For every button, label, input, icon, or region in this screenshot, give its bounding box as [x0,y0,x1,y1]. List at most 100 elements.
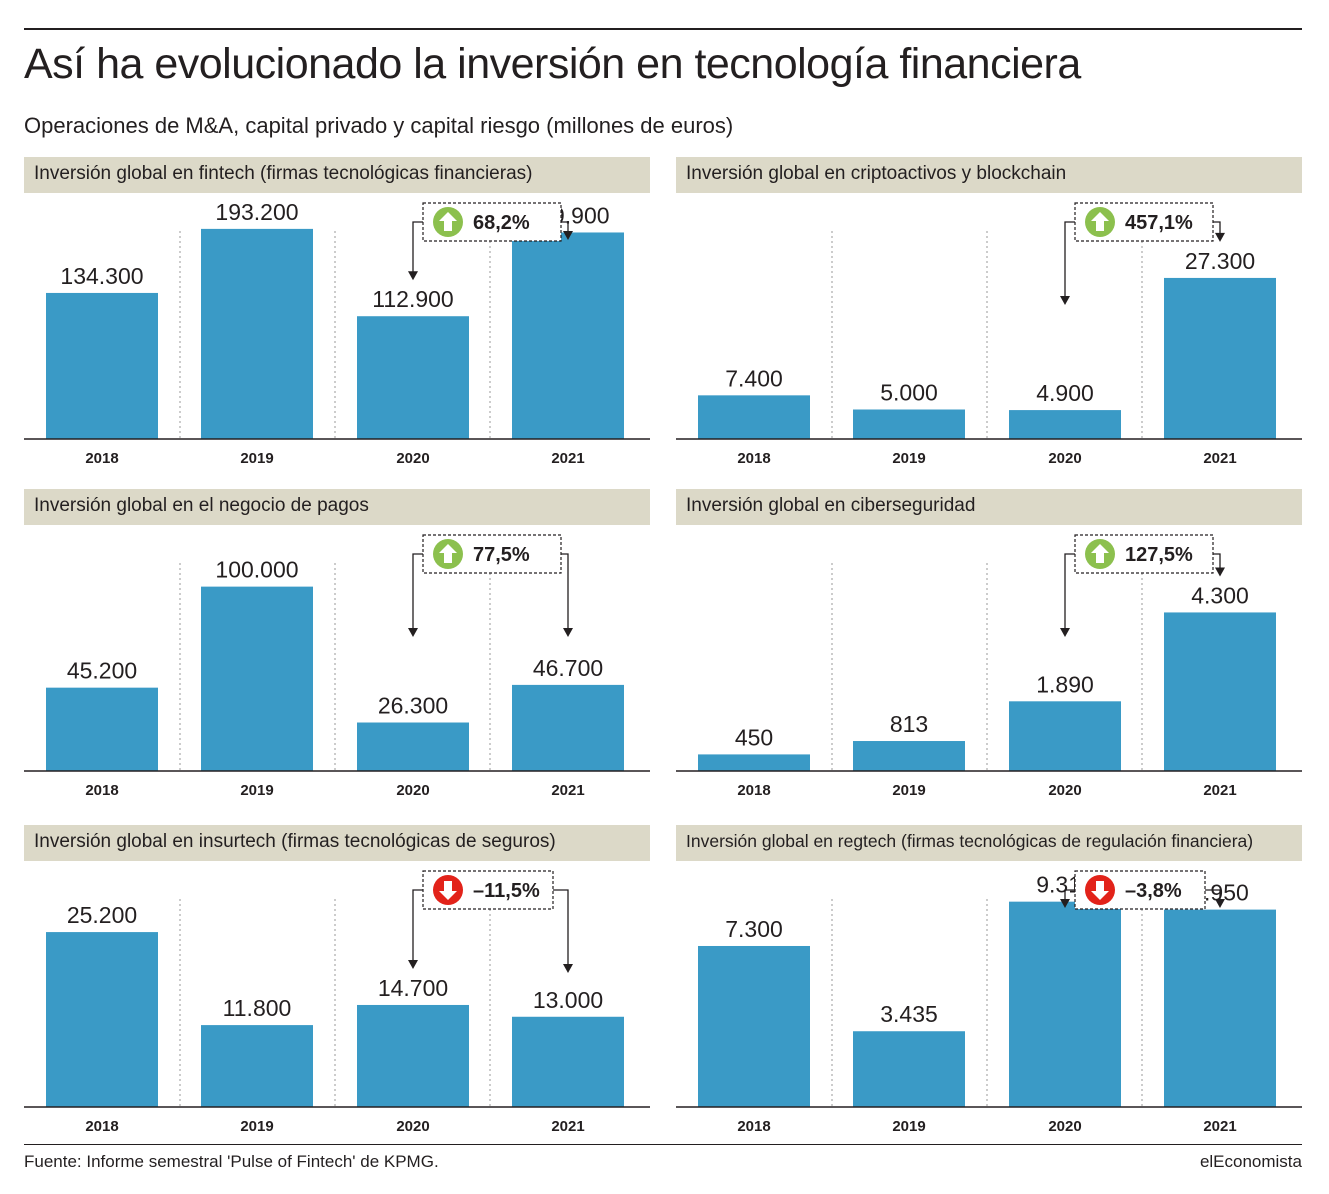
chart-panel-header: Inversión global en fintech (firmas tecn… [24,157,650,193]
chart-panel-header: Inversión global en regtech (firmas tecn… [676,825,1302,861]
x-tick-label: 2018 [85,782,118,799]
data-label: 11.800 [223,995,292,1021]
data-label: 3.435 [880,1001,938,1027]
arrow-up-circle-icon [433,207,463,237]
x-tick-label: 2018 [85,450,118,467]
arrowhead [408,271,418,281]
bar [357,722,469,771]
chart-panel-header: Inversión global en insurtech (firmas te… [24,825,650,861]
chart-panel-header: Inversión global en el negocio de pagos [24,489,650,525]
bar [357,316,469,439]
change-percent: 77,5% [473,544,530,566]
x-tick-label: 2018 [85,1118,118,1135]
data-label: 7.300 [725,916,783,942]
arrowhead [563,964,573,973]
icon-arrow [439,212,457,231]
chart-panel-title: Inversión global en regtech (firmas tecn… [686,831,1254,851]
bar [201,586,313,771]
x-tick-label: 2018 [737,1118,770,1135]
change-arrow-connector [408,889,573,973]
arrow-up-circle-icon [1085,207,1115,237]
connector-line [1213,553,1221,569]
icon-arrow [1091,212,1109,231]
page-title: Así ha evolucionado la inversión en tecn… [24,40,1081,88]
data-label: 25.200 [67,902,137,928]
brand-logo: elEconomista [1199,1152,1302,1171]
chart-panel-title: Inversión global en el negocio de pagos [34,495,369,516]
bar [512,1016,624,1107]
x-tick-label: 2021 [1203,1118,1236,1135]
bar [46,292,158,439]
arrowhead [408,959,418,969]
x-tick-label: 2020 [1048,450,1081,467]
arrow-up-circle-icon [433,539,463,569]
bar-chart: 450 2018 813 2019 1.890 2020 4.300 2021 127,5% [676,534,1302,799]
arrowhead [1060,899,1070,908]
change-percent: 457,1% [1125,212,1193,234]
x-tick-label: 2021 [1203,782,1236,799]
bar-chart: 7.400 2018 5.000 2019 4.900 2020 27.300 2021 457… [676,202,1302,467]
bottom-rule [24,1144,1302,1145]
bar [698,754,810,771]
change-arrow-connector [1060,889,1225,908]
change-badge: 77,5% [422,534,562,574]
x-tick-label: 2021 [551,450,584,467]
change-arrow-connector [408,553,573,637]
bar [698,945,810,1107]
x-tick-label: 2018 [737,450,770,467]
bar [201,228,313,439]
data-label: 450 [735,724,773,750]
x-tick-label: 2018 [737,782,770,799]
data-label: 4.300 [1191,582,1249,608]
chart-panel-crypto: Inversión global en criptoactivos y bloc… [676,157,1302,475]
x-tick-label: 2020 [1048,1118,1081,1135]
chart-panel-title: Inversión global en insurtech (firmas te… [34,831,556,852]
arrowhead [1215,899,1225,908]
change-arrow-connector [1060,553,1225,637]
x-tick-label: 2019 [240,1118,273,1135]
icon-arrow [439,881,457,900]
change-percent: 127,5% [1125,544,1193,566]
bar [357,1004,469,1107]
change-arrow-connector [1060,221,1225,305]
data-label: 813 [890,711,928,737]
bar [853,409,965,439]
chart-panel-title: Inversión global en fintech (firmas tecn… [34,163,533,184]
chart-panel-regtech: Inversión global en regtech (firmas tecn… [676,825,1302,1143]
bar [46,687,158,771]
bar [512,232,624,439]
x-tick-label: 2020 [396,450,429,467]
arrow-down-circle-icon [433,875,463,905]
change-badge: 457,1% [1074,202,1214,242]
arrowhead [563,628,573,637]
x-tick-label: 2021 [1203,450,1236,467]
arrow-down-circle-icon [1085,875,1115,905]
x-tick-label: 2019 [240,782,273,799]
connector-line [561,553,569,629]
bar-chart: 7.30020183.43520199.31020208.9502021–3,8… [676,870,1302,1135]
chart-panel-title: Inversión global en criptoactivos y bloc… [686,163,1067,184]
data-label: 45.200 [67,658,137,684]
arrowhead [1215,232,1225,242]
x-tick-label: 2019 [240,450,273,467]
arrowhead [408,628,418,637]
chart-panel-title: Inversión global en ciberseguridad [686,495,976,516]
bar [853,1031,965,1107]
bar [698,395,810,439]
change-badge: –11,5% [422,870,554,910]
data-label: 134.300 [60,263,143,289]
data-label: 13.000 [533,987,603,1013]
bar-chart: 25.200 2018 11.800 2019 14.700 2020 13.000 2021… [24,870,650,1135]
data-label: 112.900 [372,286,453,312]
bar [201,1025,313,1107]
data-label: 193.200 [215,199,298,225]
data-label: 4.900 [1036,380,1094,406]
connector-line [1064,553,1075,629]
chart-panel-cybersecurity: Inversión global en ciberseguridad 450 20… [676,489,1302,807]
connector-line [561,221,569,232]
change-percent: –11,5% [473,880,540,902]
x-tick-label: 2020 [396,1118,429,1135]
connector-line [412,889,423,961]
x-tick-label: 2019 [892,782,925,799]
data-label: 26.300 [378,693,448,719]
